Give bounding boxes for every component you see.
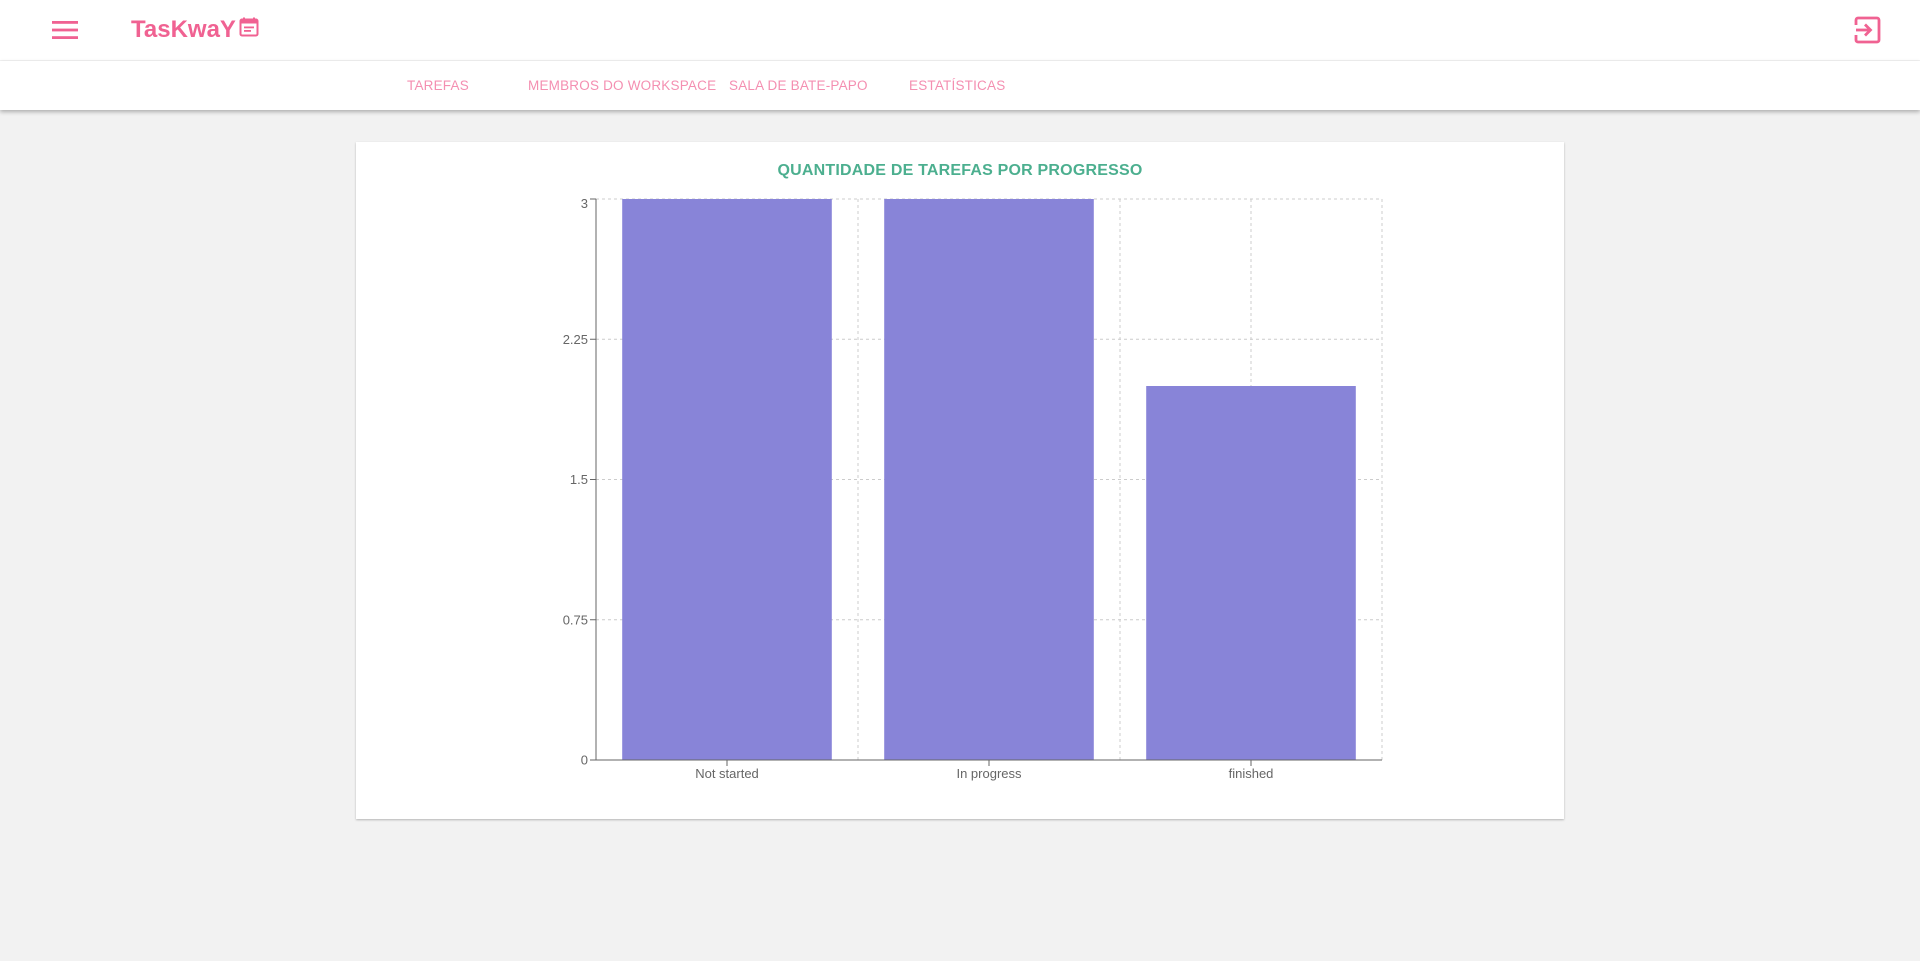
tab-estatisticas[interactable]: ESTATÍSTICAS	[909, 78, 1006, 93]
x-tick-label: In progress	[956, 766, 1022, 781]
top-app-bar: TasKwaY	[0, 0, 1920, 60]
tab-membros-do-workspace[interactable]: MEMBROS DO WORKSPACE	[528, 78, 717, 93]
tab-bar: TAREFAS MEMBROS DO WORKSPACE SALA DE BAT…	[0, 61, 1920, 110]
tab-sala-de-bate-papo[interactable]: SALA DE BATE-PAPO	[729, 78, 868, 93]
chart-title: QUANTIDADE DE TAREFAS POR PROGRESSO	[777, 162, 1143, 179]
app-title: TasKwaY	[131, 16, 236, 43]
y-tick-label: 0.75	[563, 612, 588, 627]
y-tick-label: 0	[581, 753, 588, 768]
brand: TasKwaY	[131, 14, 260, 46]
y-tick-label: 2.25	[563, 332, 588, 347]
bar-in-progress	[884, 199, 1094, 760]
tab-tarefas[interactable]: TAREFAS	[407, 78, 469, 93]
logout-icon[interactable]	[1852, 15, 1882, 45]
y-tick-label: 1.5	[570, 472, 588, 487]
calendar-icon	[238, 16, 260, 38]
bar-finished	[1146, 386, 1356, 760]
chart-card: QUANTIDADE DE TAREFAS POR PROGRESSO 0 0.7…	[356, 142, 1564, 819]
y-tick-label: 3	[581, 196, 588, 211]
menu-icon[interactable]	[50, 18, 80, 42]
x-tick-label: finished	[1229, 766, 1274, 781]
x-tick-label: Not started	[695, 766, 759, 781]
bar-not-started	[622, 199, 832, 760]
bar-chart: 0 0.75 1.5 2.25 3 Not started In progress finis…	[563, 196, 1383, 781]
